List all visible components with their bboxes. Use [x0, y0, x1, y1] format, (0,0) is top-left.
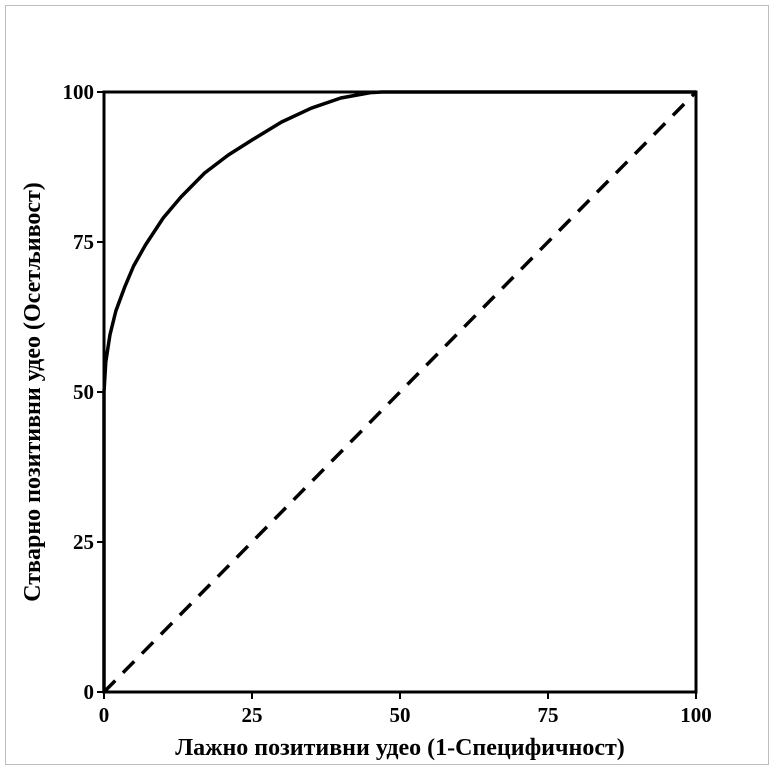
y-tick-label: 0 — [84, 680, 95, 704]
y-axis-label: Стварно позитивни удео (Осетљивост) — [20, 182, 46, 602]
x-tick-label: 25 — [242, 703, 263, 727]
x-tick-label: 100 — [680, 703, 712, 727]
figure-frame — [5, 5, 769, 765]
y-tick-label: 25 — [73, 530, 94, 554]
series-layer — [102, 90, 698, 694]
chance-diagonal-line — [102, 90, 698, 694]
x-tick-label: 75 — [538, 703, 559, 727]
x-tick-label: 0 — [99, 703, 110, 727]
roc-curve-line — [102, 90, 696, 692]
x-axis-label: Лажно позитивни удео (1-Специфичност) — [175, 735, 625, 761]
y-tick-label: 75 — [73, 230, 94, 254]
y-tick-label: 50 — [73, 380, 94, 404]
x-tick-label: 50 — [390, 703, 411, 727]
plot-area-border — [102, 90, 698, 694]
y-tick-label: 100 — [63, 80, 95, 104]
axis-ticks: 0 25 50 75 100 0 25 50 75 100 — [63, 80, 712, 727]
